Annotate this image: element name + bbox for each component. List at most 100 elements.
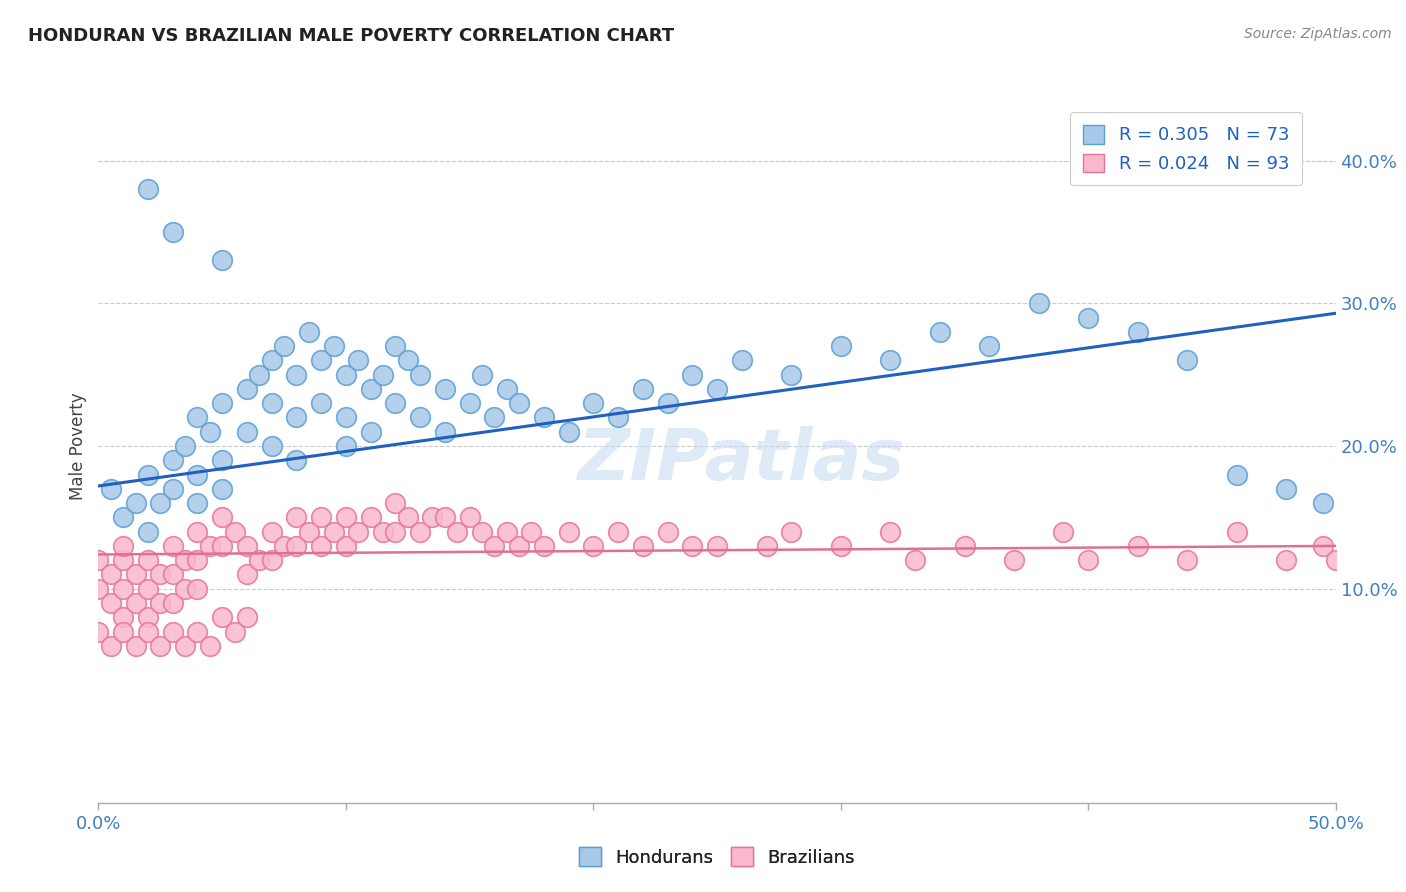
Point <box>508 539 530 553</box>
Point <box>1077 310 1099 325</box>
Point <box>1226 524 1249 539</box>
Point <box>433 510 456 524</box>
Point <box>681 368 703 382</box>
Point <box>335 510 357 524</box>
Point <box>224 524 246 539</box>
Point <box>211 610 233 624</box>
Point <box>285 368 308 382</box>
Point <box>309 396 332 410</box>
Point <box>211 510 233 524</box>
Point <box>136 624 159 639</box>
Point <box>236 425 259 439</box>
Point <box>136 553 159 567</box>
Point <box>1052 524 1074 539</box>
Point <box>136 610 159 624</box>
Point <box>186 496 208 510</box>
Point <box>1275 482 1298 496</box>
Point <box>260 439 283 453</box>
Point <box>582 396 605 410</box>
Point <box>631 382 654 396</box>
Point <box>335 368 357 382</box>
Point <box>298 325 321 339</box>
Point <box>198 539 221 553</box>
Point <box>112 624 135 639</box>
Point <box>384 396 406 410</box>
Point <box>1077 553 1099 567</box>
Point <box>285 453 308 467</box>
Point <box>360 425 382 439</box>
Point <box>162 539 184 553</box>
Point <box>347 353 370 368</box>
Point <box>149 596 172 610</box>
Point <box>780 524 803 539</box>
Point <box>124 567 146 582</box>
Point <box>309 539 332 553</box>
Point <box>953 539 976 553</box>
Point <box>174 553 197 567</box>
Point <box>780 368 803 382</box>
Point <box>396 353 419 368</box>
Point <box>224 624 246 639</box>
Point <box>186 410 208 425</box>
Point <box>112 510 135 524</box>
Point <box>384 496 406 510</box>
Point <box>533 539 555 553</box>
Point <box>471 524 494 539</box>
Point <box>409 524 432 539</box>
Point <box>260 353 283 368</box>
Point <box>87 624 110 639</box>
Point <box>1175 353 1198 368</box>
Point <box>124 496 146 510</box>
Point <box>162 482 184 496</box>
Point <box>186 467 208 482</box>
Point <box>247 368 270 382</box>
Point <box>495 382 517 396</box>
Point <box>484 410 506 425</box>
Point <box>533 410 555 425</box>
Point <box>446 524 468 539</box>
Point <box>755 539 778 553</box>
Point <box>136 524 159 539</box>
Point <box>879 524 901 539</box>
Point <box>582 539 605 553</box>
Point <box>211 539 233 553</box>
Point <box>186 624 208 639</box>
Point <box>607 410 630 425</box>
Point <box>174 582 197 596</box>
Point <box>458 510 481 524</box>
Point <box>162 453 184 467</box>
Point <box>1275 553 1298 567</box>
Point <box>1175 553 1198 567</box>
Point <box>607 524 630 539</box>
Point <box>211 482 233 496</box>
Point <box>236 567 259 582</box>
Point <box>100 482 122 496</box>
Point <box>100 596 122 610</box>
Point <box>830 539 852 553</box>
Point <box>360 382 382 396</box>
Point <box>162 567 184 582</box>
Point <box>557 425 579 439</box>
Point <box>174 639 197 653</box>
Point <box>198 425 221 439</box>
Point <box>508 396 530 410</box>
Point <box>657 524 679 539</box>
Point <box>236 610 259 624</box>
Point <box>396 510 419 524</box>
Point <box>100 567 122 582</box>
Point <box>211 396 233 410</box>
Point <box>112 553 135 567</box>
Point <box>904 553 927 567</box>
Point <box>149 639 172 653</box>
Point <box>322 339 344 353</box>
Point <box>335 410 357 425</box>
Point <box>371 524 394 539</box>
Point <box>136 182 159 196</box>
Point <box>433 382 456 396</box>
Point <box>260 396 283 410</box>
Point <box>879 353 901 368</box>
Point <box>409 410 432 425</box>
Point <box>520 524 543 539</box>
Point <box>260 524 283 539</box>
Point <box>186 524 208 539</box>
